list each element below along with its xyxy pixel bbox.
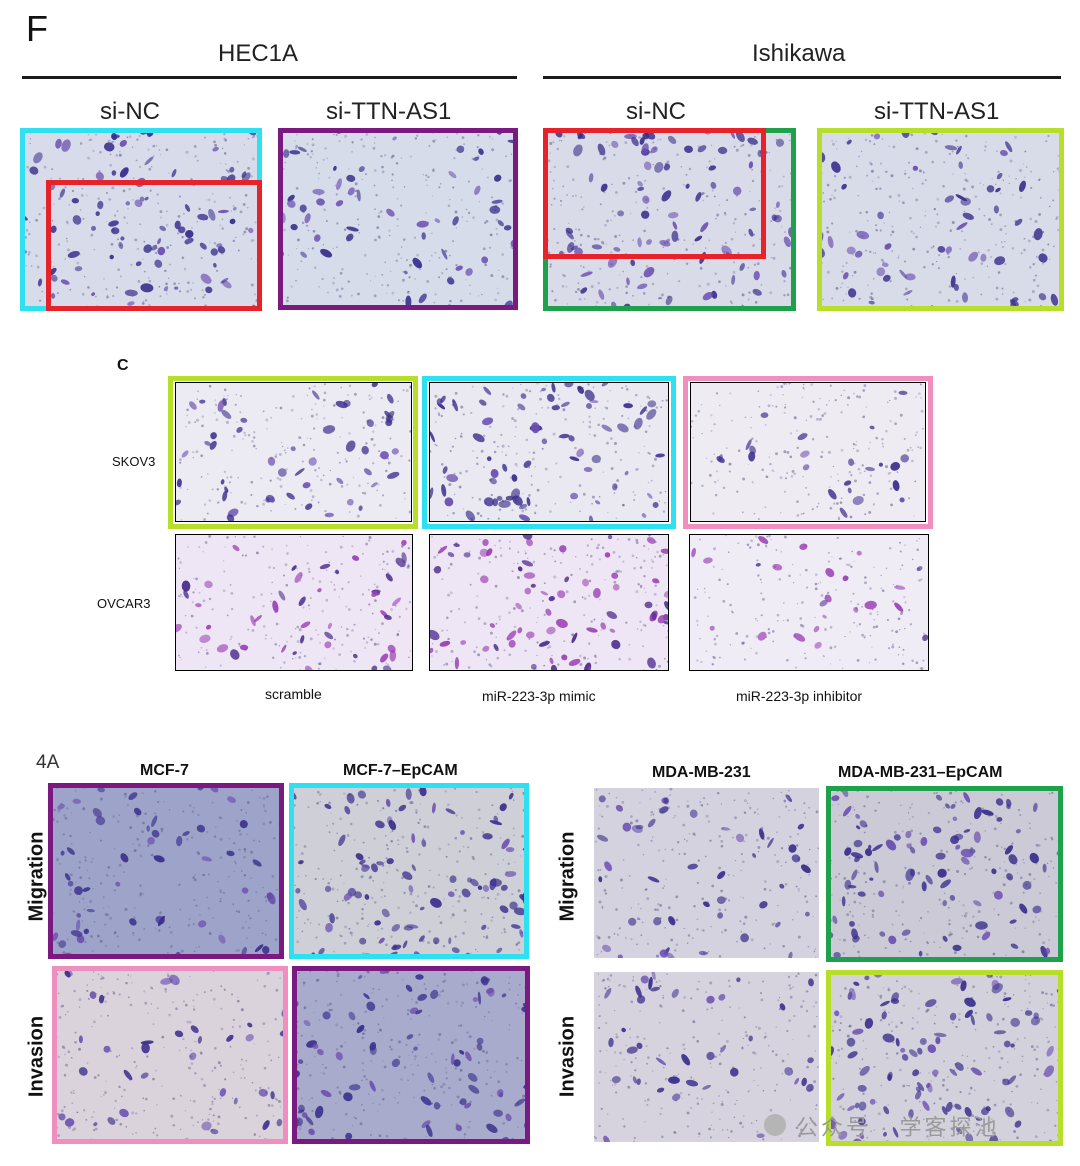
row-label-migration-left: Migration [25, 831, 48, 922]
micrograph-skov3-inhibitor [690, 382, 926, 522]
panel-4a-letter: 4A [36, 752, 60, 773]
column-label-hec1a-si-ttn-as1: si-TTN-AS1 [326, 98, 452, 125]
column-label-hec1a-si-nc: si-NC [100, 98, 160, 125]
micrograph-mcf7-epcam-invasion [292, 966, 530, 1144]
micrograph-mda-epcam-migration [826, 786, 1063, 962]
watermark-text: 公众号 · 学客探池 [796, 1115, 1000, 1140]
row-label-ovcar3: OVCAR3 [97, 596, 151, 611]
micrograph-ovcar3-scramble [175, 534, 413, 671]
row-label-skov3: SKOV3 [112, 454, 156, 469]
column-label-mda-mb-231: MDA-MB-231 [652, 764, 751, 781]
micrograph-mda-invasion [594, 972, 819, 1142]
micrograph-skov3-mimic [429, 382, 669, 522]
micrograph-hec1a-si-nc [20, 128, 262, 311]
micrograph-hec1a-si-ttn-as1 [278, 128, 518, 310]
column-label-mcf7: MCF-7 [140, 762, 189, 779]
column-label-ishikawa-si-nc: si-NC [626, 98, 686, 125]
group-label-ishikawa: Ishikawa [752, 40, 846, 67]
column-label-mda-mb-231-epcam: MDA-MB-231–EpCAM [838, 764, 1003, 781]
row-label-invasion-right: Invasion [556, 1015, 579, 1098]
micrograph-ovcar3-mimic [429, 534, 669, 671]
column-label-mimic: miR-223-3p mimic [482, 688, 596, 704]
micrograph-mda-migration [594, 788, 819, 958]
micrograph-mcf7-invasion [52, 966, 288, 1144]
column-label-ishikawa-si-ttn-as1: si-TTN-AS1 [874, 98, 1000, 125]
row-label-migration-right: Migration [556, 831, 579, 922]
micrograph-mda-epcam-invasion [826, 970, 1063, 1146]
group-divider-ishikawa [543, 76, 1061, 79]
group-label-hec1a: HEC1A [218, 40, 299, 67]
column-label-mcf7-epcam: MCF-7–EpCAM [343, 762, 458, 779]
wechat-icon [764, 1114, 786, 1136]
micrograph-mcf7-epcam-migration [289, 783, 529, 959]
micrograph-skov3-scramble [175, 382, 412, 522]
micrograph-ovcar3-inhibitor [689, 534, 929, 671]
panel-c-letter: C [117, 357, 129, 374]
panel-f-letter: F [26, 8, 48, 49]
column-label-scramble: scramble [265, 686, 322, 702]
micrograph-ishikawa-si-nc [543, 128, 796, 311]
row-label-invasion-left: Invasion [25, 1015, 48, 1098]
micrograph-mcf7-migration [48, 783, 284, 959]
micrograph-ishikawa-si-ttn-as1 [817, 128, 1064, 311]
group-divider-hec1a [22, 76, 517, 79]
column-label-inhibitor: miR-223-3p inhibitor [736, 688, 863, 704]
